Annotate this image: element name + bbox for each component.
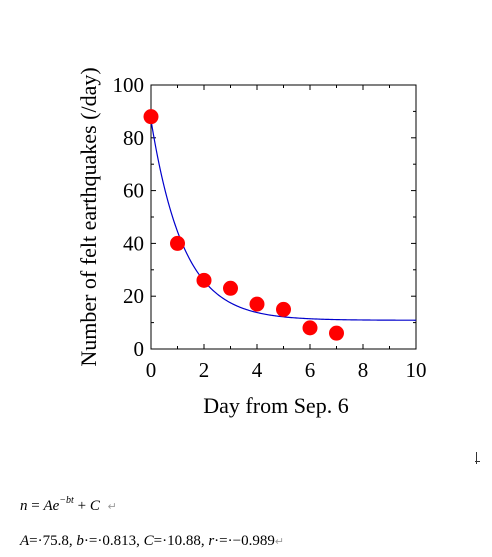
y-tick-label: 0	[134, 337, 145, 361]
fit-parameters: A=·75.8, b·=·0.813, C=·10.88, r·=·−0.989…	[20, 533, 284, 550]
data-point	[223, 280, 238, 296]
x-axis-title: Day from Sep. 6	[203, 393, 348, 418]
param-b-label: b	[76, 533, 84, 549]
data-point	[276, 301, 291, 317]
eq-C: C	[89, 498, 100, 514]
eq-exponent: −bt	[59, 495, 74, 506]
param-r-value: ·=·−0.989	[214, 533, 275, 549]
data-point	[170, 235, 185, 251]
y-tick-label: 60	[123, 179, 144, 203]
plot-frame	[150, 84, 417, 350]
x-tick-label: 0	[146, 358, 157, 382]
data-point	[302, 320, 318, 336]
y-tick-label: 100	[113, 73, 145, 97]
param-r-label: r	[208, 533, 215, 549]
y-tick-label: 80	[123, 126, 144, 150]
eq-A: A	[43, 498, 53, 514]
y-axis-title: Number of felt earthquakes (/day)	[76, 67, 101, 366]
return-mark-icon: ↵	[107, 501, 117, 513]
param-A-value: =·75.8,	[29, 533, 77, 549]
data-point	[143, 109, 159, 125]
x-tick-label: 8	[358, 358, 369, 382]
param-A-label: A	[20, 533, 30, 549]
x-axis-ticks: 0 2 4 6 8 10	[146, 85, 427, 382]
x-tick-label: 4	[252, 358, 263, 382]
param-C-label: C	[143, 533, 154, 549]
decay-chart: 0 20 40 60 80 100 0 2 4 6 8 10 Day from Sep. 6 Num…	[76, 67, 427, 418]
return-mark-icon: ↵	[274, 536, 285, 548]
x-tick-label: 6	[305, 358, 316, 382]
y-tick-label: 40	[123, 231, 144, 255]
data-point	[196, 272, 212, 288]
eq-equals: =	[27, 498, 44, 514]
fit-curve	[150, 120, 416, 321]
param-C-value: =·10.88,	[153, 533, 209, 549]
fit-equation: n = Ae−bt + C ↵	[20, 495, 117, 515]
data-point	[249, 296, 265, 312]
y-axis-ticks: 0 20 40 60 80 100	[113, 73, 416, 361]
eq-n: n	[20, 498, 28, 514]
data-point	[329, 325, 344, 341]
x-tick-label: 2	[199, 358, 210, 382]
data-points	[143, 109, 344, 341]
param-b-value: ·=·0.813,	[83, 533, 144, 549]
eq-e: e	[52, 498, 60, 514]
text-cursor-icon	[475, 452, 480, 464]
eq-plus: +	[73, 498, 90, 514]
x-tick-label: 10	[406, 358, 427, 382]
y-tick-label: 20	[123, 284, 144, 308]
